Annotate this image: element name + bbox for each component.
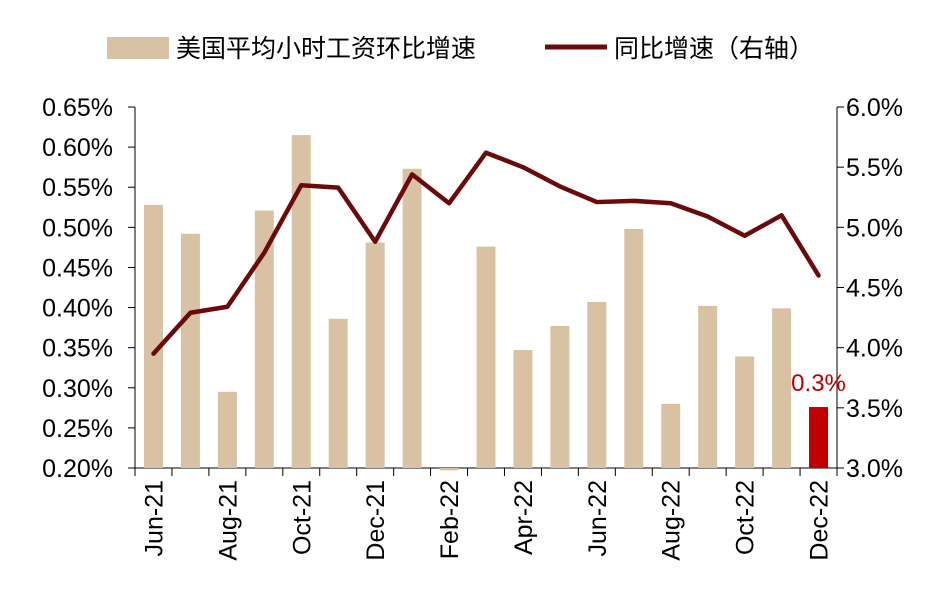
- right-tick-label: 3.0%: [846, 455, 903, 483]
- bar: [476, 246, 496, 468]
- bar: [291, 135, 311, 469]
- x-tick-label: Apr-22: [510, 480, 538, 555]
- legend-label-bar: 美国平均小时工资环比增速: [176, 34, 476, 63]
- bar: [365, 242, 385, 468]
- bar: [550, 326, 570, 468]
- bar: [180, 233, 200, 468]
- legend-label-line: 同比增速（右轴）: [614, 34, 814, 63]
- left-tick-label: 0.20%: [42, 455, 113, 483]
- left-tick-label: 0.65%: [42, 94, 113, 122]
- last-bar-annotation: 0.3%: [791, 370, 846, 397]
- bar: [254, 210, 274, 468]
- left-tick-label: 0.60%: [42, 134, 113, 162]
- x-tick-label: Dec-22: [806, 480, 834, 561]
- right-tick-label: 6.0%: [846, 94, 903, 122]
- x-tick-label: Feb-22: [436, 480, 464, 559]
- left-tick-label: 0.25%: [42, 415, 113, 443]
- bar: [402, 168, 422, 468]
- right-tick-label: 5.5%: [846, 154, 903, 182]
- x-tick-label: Jun-21: [140, 480, 168, 556]
- x-tick-label: Aug-21: [214, 480, 242, 561]
- right-tick-label: 5.0%: [846, 214, 903, 242]
- bar: [772, 308, 792, 468]
- bar-series: [143, 135, 829, 471]
- legend: 美国平均小时工资环比增速 同比增速（右轴）: [107, 34, 814, 63]
- bar: [513, 350, 533, 468]
- x-tick-label: Aug-22: [658, 480, 686, 561]
- bar: [439, 468, 459, 471]
- x-tick-label: Dec-21: [362, 480, 390, 561]
- right-tick-label: 3.5%: [846, 395, 903, 423]
- axes: [128, 106, 844, 476]
- x-tick-label: Jun-22: [584, 480, 612, 556]
- yoy-line: [151, 150, 821, 356]
- bar: [735, 356, 755, 468]
- left-tick-label: 0.40%: [42, 295, 113, 323]
- legend-swatch-bar: [107, 37, 169, 59]
- right-tick-label: 4.5%: [846, 275, 903, 303]
- x-tick-label: Oct-22: [732, 480, 760, 555]
- bar: [328, 318, 348, 468]
- left-tick-label: 0.30%: [42, 375, 113, 403]
- bar: [143, 204, 163, 469]
- right-tick-label: 4.0%: [846, 335, 903, 363]
- left-tick-label: 0.50%: [42, 214, 113, 242]
- bar: [698, 305, 718, 468]
- left-tick-label: 0.45%: [42, 254, 113, 282]
- bar: [809, 407, 829, 468]
- line-series: [151, 150, 821, 356]
- left-tick-label: 0.35%: [42, 335, 113, 363]
- bar: [624, 228, 644, 468]
- bar: [661, 403, 681, 468]
- bar: [587, 301, 607, 468]
- bar: [217, 391, 237, 468]
- x-tick-label: Oct-21: [288, 480, 316, 555]
- left-tick-label: 0.55%: [42, 174, 113, 202]
- tick-labels: 0.20% 0.25% 0.30% 0.35% 0.40% 0.45% 0.50% 0.55%…: [42, 94, 903, 561]
